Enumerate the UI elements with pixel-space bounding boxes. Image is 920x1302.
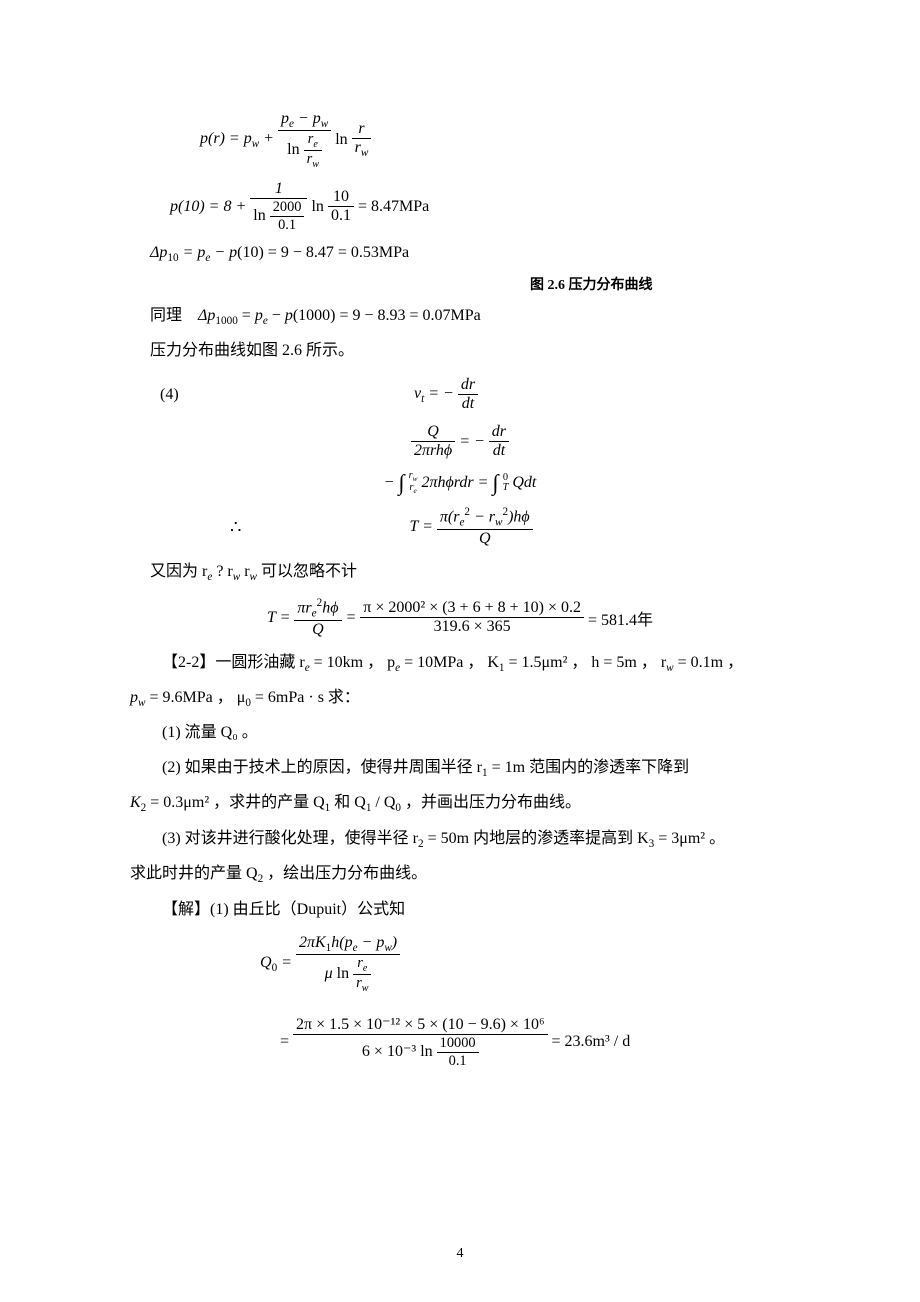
eq-neg: − xyxy=(384,474,395,492)
line-fig-reference: 压力分布曲线如图 2.6 所示。 xyxy=(130,337,790,366)
text: = 50m 内地层的渗透率提高到 K xyxy=(424,830,649,847)
equation-T: ∴ T = π(re2 − rw2)hϕ Q xyxy=(130,506,790,548)
line-similarly: 同理 Δp1000 = pe − p(1000) = 9 − 8.93 = 0.… xyxy=(130,302,790,331)
equation-p10: p(10) = 8 + 1 ln 2000 0.1 ln 10 0.1 = 8.… xyxy=(130,180,790,234)
eq-lhs: T = xyxy=(267,609,290,627)
integral-sign: ∫ xyxy=(492,470,498,496)
text: = 3μm² 。 xyxy=(654,830,725,847)
question-3-line2: 求此时井的产量 Q2 ，绘出压力分布曲线。 xyxy=(130,860,790,889)
therefore-symbol: ∴ xyxy=(230,517,321,538)
text: = 1.5μm² ， h = 5m ， r xyxy=(505,654,667,671)
fraction: π × 2000² × (3 + 6 + 8 + 10) × 0.2 319.6… xyxy=(360,599,584,636)
text: ，绘出压力分布曲线。 xyxy=(263,865,427,882)
eq-body: Qdt xyxy=(512,474,536,492)
equation-dp10: Δp10 = pe − p(10) = 9 − 8.47 = 0.53MPa xyxy=(130,244,790,264)
problem-label: 【2-2】 xyxy=(162,654,215,671)
text: / Q xyxy=(371,794,395,811)
text: 可以忽略不计 xyxy=(261,563,357,580)
equation-q-flow: Q 2πrhϕ = − dr dt xyxy=(130,423,790,460)
text: = 0.1m ， xyxy=(674,654,743,671)
integral-sign: ∫ xyxy=(398,470,404,496)
problem-2-2: 【2-2】一圆形油藏 re = 10km ， pe = 10MPa ， K1 =… xyxy=(130,649,790,678)
equation-q0: Q0 = 2πK1h(pe − pw) μ ln re rw xyxy=(130,934,790,994)
text: = 10MPa ， K xyxy=(400,654,499,671)
page: p(r) = pw + pe − pw ln re rw ln r rw p xyxy=(0,0,920,1302)
text: K xyxy=(130,794,141,811)
question-1: (1) 流量 Q₀ 。 xyxy=(130,719,790,748)
equation-vt: (4) vt = − dr dt xyxy=(130,376,790,413)
problem-2-2-line2: pw = 9.6MPa ， μ0 = 6mPa · s 求： xyxy=(130,684,790,713)
text: ? r xyxy=(216,563,232,580)
text: 求此时井的产量 Q xyxy=(130,865,258,882)
fraction: 2π × 1.5 × 10⁻¹² × 5 × (10 − 9.6) × 10⁶ … xyxy=(293,1014,548,1070)
text: 和 Q xyxy=(330,794,366,811)
fraction: pe − pw ln re rw xyxy=(278,110,331,170)
text: = 10km ， p xyxy=(310,654,395,671)
eq-text: p(r) = pw + xyxy=(200,130,274,150)
eq-result: = 581.4年 xyxy=(588,606,653,630)
fraction: dr dt xyxy=(458,376,478,413)
item-label-4: (4) xyxy=(160,386,410,404)
eq-result: = 8.47MPa xyxy=(358,198,429,216)
equation-T-value: T = πre2hϕ Q = π × 2000² × (3 + 6 + 8 + … xyxy=(130,597,790,639)
text: (2) 如果由于技术上的原因，使得井周围半径 r xyxy=(162,759,482,776)
label-similarly: 同理 xyxy=(150,307,182,324)
fraction: Q 2πrhϕ xyxy=(411,423,455,460)
eq-text: p(10) = 8 + xyxy=(170,198,246,216)
equation-p-of-r: p(r) = pw + pe − pw ln re rw ln r rw xyxy=(130,110,790,170)
figure-caption-2-6: 图 2.6 压力分布曲线 xyxy=(130,274,790,294)
text: (3) 对该井进行酸化处理，使得半径 r xyxy=(162,830,418,847)
text: = 6mPa · s 求： xyxy=(251,689,360,706)
eq-ln: ln xyxy=(311,198,323,216)
page-number: 4 xyxy=(0,1246,920,1262)
integral-limits: rw re xyxy=(409,471,418,496)
text: p xyxy=(130,689,138,706)
text: ，并画出压力分布曲线。 xyxy=(401,794,581,811)
eq-equals: = xyxy=(280,1033,289,1051)
integral-limits: 0 T xyxy=(503,473,509,494)
fraction: 10 0.1 xyxy=(328,188,354,225)
question-2: (2) 如果由于技术上的原因，使得井周围半径 r1 = 1m 范围内的渗透率下降… xyxy=(130,754,790,783)
fraction: r rw xyxy=(352,120,372,159)
fraction: πre2hϕ Q xyxy=(294,597,341,639)
equation-integral: − ∫ rw re 2πhϕrdr = ∫ 0 T Qdt xyxy=(130,470,790,496)
fraction: 1 ln 2000 0.1 xyxy=(250,180,307,234)
question-2-line2: K2 = 0.3μm² ，求井的产量 Q1 和 Q1 / Q0 ，并画出压力分布… xyxy=(130,789,790,818)
text: 又因为 r xyxy=(150,563,207,580)
eq-body: 2πhϕrdr = xyxy=(421,474,488,492)
text: = 1m 范围内的渗透率下降到 xyxy=(488,759,689,776)
eq-equals: = xyxy=(346,609,357,627)
eq-equals: = − xyxy=(459,433,485,451)
fraction: dr dt xyxy=(489,423,509,460)
text: 一圆形油藏 r xyxy=(215,654,304,671)
fraction: π(re2 − rw2)hϕ Q xyxy=(437,506,533,548)
line-because: 又因为 re ? rw rw 可以忽略不计 xyxy=(130,558,790,587)
eq-result: = 23.6m³ / d xyxy=(552,1033,631,1051)
fraction: 2πK1h(pe − pw) μ ln re rw xyxy=(296,934,400,994)
question-3: (3) 对该井进行酸化处理，使得半径 r2 = 50m 内地层的渗透率提高到 K… xyxy=(130,825,790,854)
text: = 0.3μm² ，求井的产量 Q xyxy=(146,794,324,811)
eq-ln: ln xyxy=(335,131,347,149)
equation-q0-value: = 2π × 1.5 × 10⁻¹² × 5 × (10 − 9.6) × 10… xyxy=(130,1014,790,1070)
solution-label: 【解】(1) 由丘比（Dupuit）公式知 xyxy=(130,896,790,925)
text: = 9.6MPa ， μ xyxy=(145,689,245,706)
eq-lhs: T = xyxy=(409,518,432,536)
